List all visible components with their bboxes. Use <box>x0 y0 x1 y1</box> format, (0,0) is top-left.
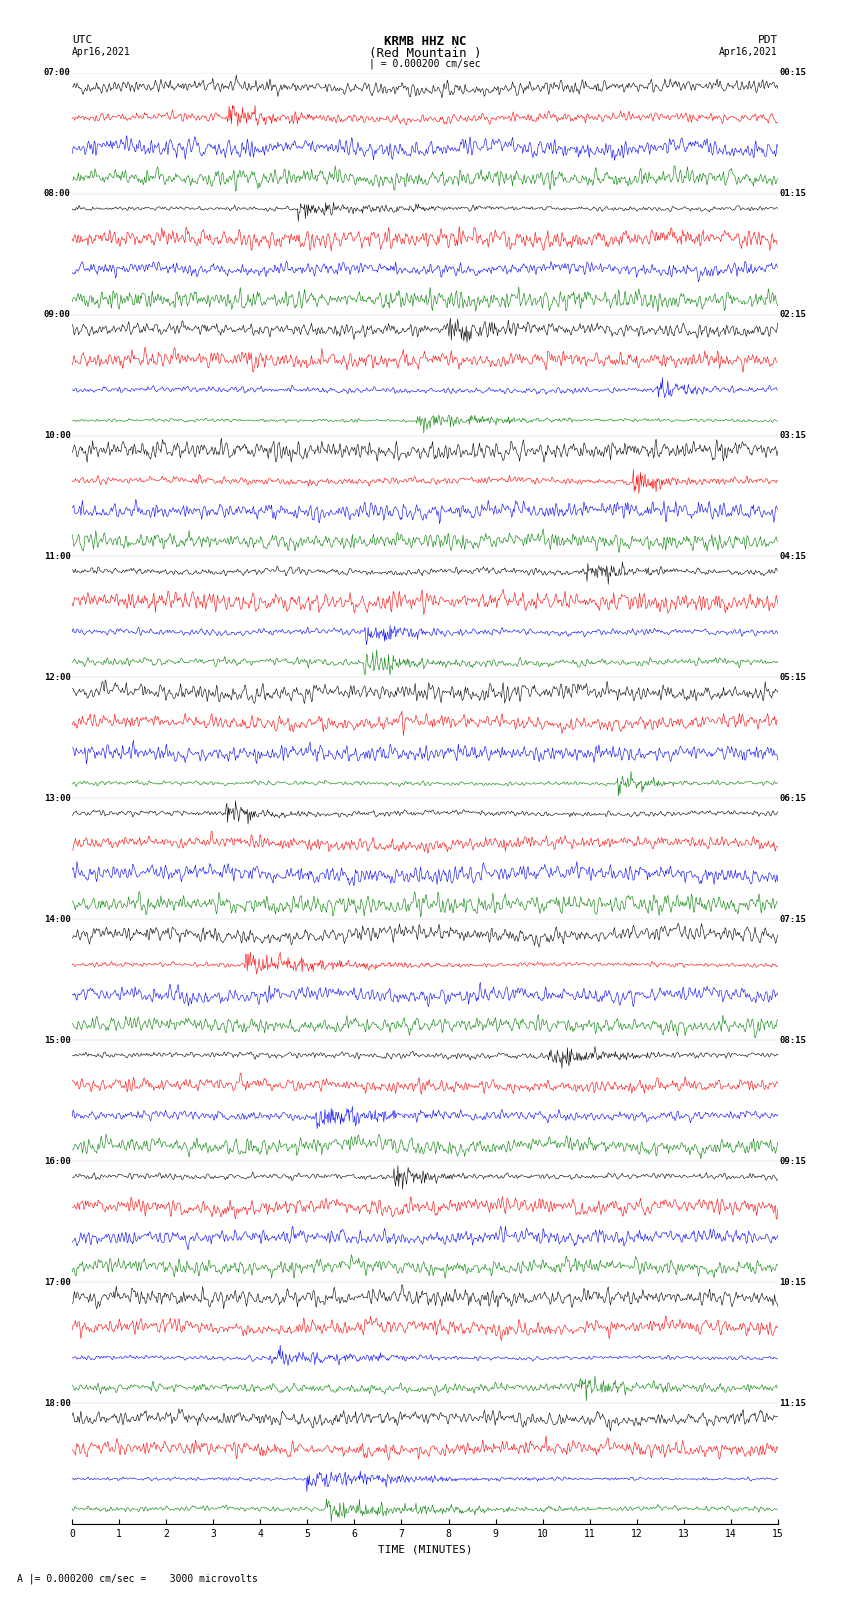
Text: UTC: UTC <box>72 35 93 45</box>
Text: A |= 0.000200 cm/sec =    3000 microvolts: A |= 0.000200 cm/sec = 3000 microvolts <box>17 1573 258 1584</box>
Text: Apr16,2021: Apr16,2021 <box>72 47 131 56</box>
Text: 13:00: 13:00 <box>44 794 71 803</box>
X-axis label: TIME (MINUTES): TIME (MINUTES) <box>377 1545 473 1555</box>
Text: KRMB HHZ NC: KRMB HHZ NC <box>383 35 467 48</box>
Text: 08:00: 08:00 <box>44 189 71 198</box>
Text: 17:00: 17:00 <box>44 1277 71 1287</box>
Text: 09:00: 09:00 <box>44 310 71 319</box>
Text: 07:15: 07:15 <box>779 915 806 924</box>
Text: 07:00: 07:00 <box>44 68 71 77</box>
Text: 09:15: 09:15 <box>779 1157 806 1166</box>
Text: 01:15: 01:15 <box>779 189 806 198</box>
Text: 06:15: 06:15 <box>779 794 806 803</box>
Text: 14:00: 14:00 <box>44 915 71 924</box>
Text: 04:15: 04:15 <box>779 552 806 561</box>
Text: 10:00: 10:00 <box>44 431 71 440</box>
Text: PDT: PDT <box>757 35 778 45</box>
Text: 00:15: 00:15 <box>779 68 806 77</box>
Text: 18:00: 18:00 <box>44 1398 71 1408</box>
Text: Apr16,2021: Apr16,2021 <box>719 47 778 56</box>
Text: 11:15: 11:15 <box>779 1398 806 1408</box>
Text: 16:00: 16:00 <box>44 1157 71 1166</box>
Text: (Red Mountain ): (Red Mountain ) <box>369 47 481 60</box>
Text: 05:15: 05:15 <box>779 673 806 682</box>
Text: 10:15: 10:15 <box>779 1277 806 1287</box>
Text: 02:15: 02:15 <box>779 310 806 319</box>
Text: | = 0.000200 cm/sec: | = 0.000200 cm/sec <box>369 58 481 69</box>
Text: 12:00: 12:00 <box>44 673 71 682</box>
Text: 03:15: 03:15 <box>779 431 806 440</box>
Text: 11:00: 11:00 <box>44 552 71 561</box>
Text: 08:15: 08:15 <box>779 1036 806 1045</box>
Text: 15:00: 15:00 <box>44 1036 71 1045</box>
